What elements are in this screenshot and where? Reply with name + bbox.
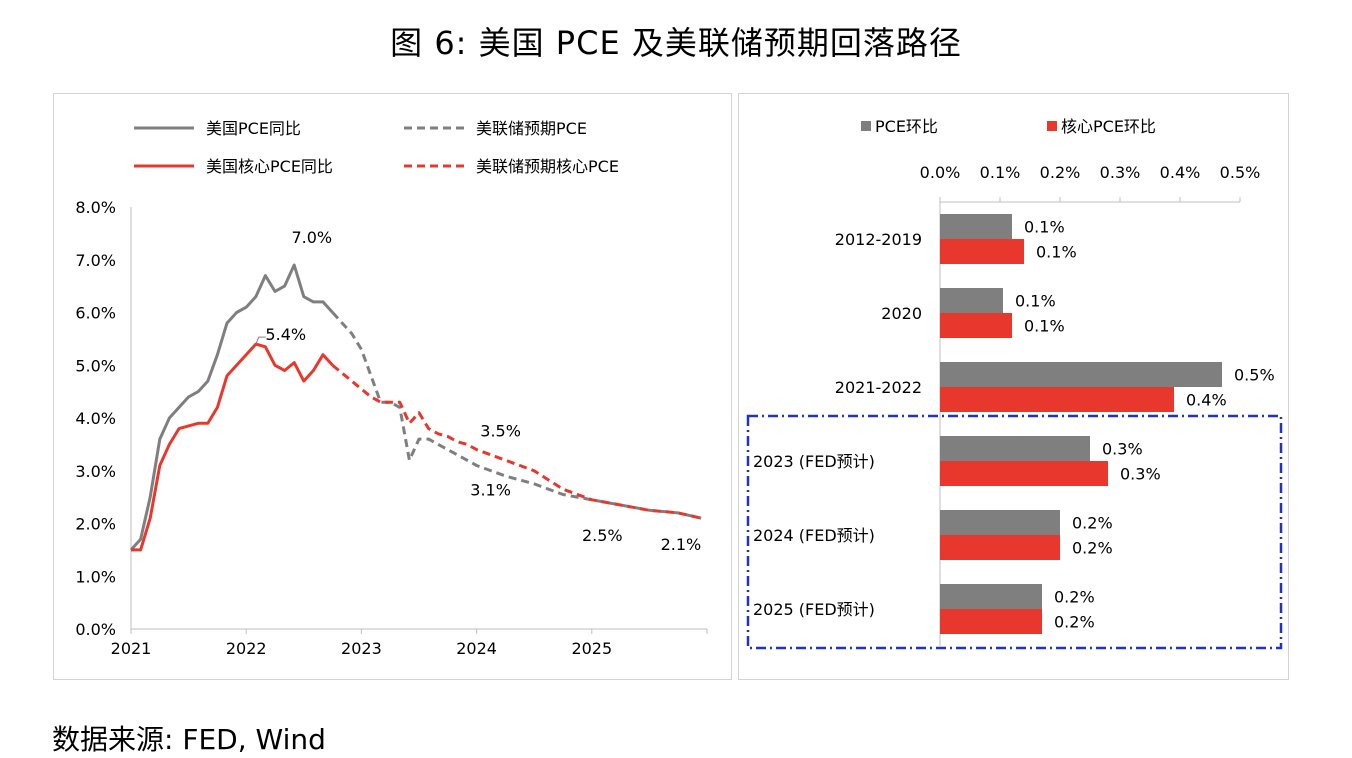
x-tick-label: 2021	[111, 639, 152, 658]
category-label: 2023 (FED预计)	[753, 452, 875, 471]
data-label: 0.1%	[1024, 317, 1065, 336]
line-chart-panel: 0.0% 1.0% 2.0% 3.0% 4.0% 5.0% 6.0% 7.0% 8.0% 2021…	[53, 93, 732, 680]
x-tick-label: 0.4%	[1160, 163, 1201, 182]
line-chart: 0.0% 1.0% 2.0% 3.0% 4.0% 5.0% 6.0% 7.0% 8.0% 2021…	[75, 119, 708, 658]
data-label: 0.1%	[1036, 243, 1077, 262]
data-label: 0.1%	[1015, 292, 1056, 311]
y-tick-label: 3.0%	[75, 462, 116, 481]
y-tick-label: 2.0%	[75, 515, 116, 534]
bar	[940, 214, 1012, 239]
category-label: 2024 (FED预计)	[753, 526, 875, 545]
data-label: 0.2%	[1072, 514, 1113, 533]
bar-chart: PCE环比 核心PCE环比 0.0% 0.1% 0.2% 0.3% 0.4% 0.5% 2012…	[746, 117, 1283, 650]
legend-label: 美联储预期PCE	[476, 119, 587, 138]
data-label: 3.5%	[480, 421, 521, 440]
x-tick-label: 0.0%	[920, 163, 961, 182]
legend-label: 美国核心PCE同比	[206, 157, 333, 176]
legend-label: 美国PCE同比	[206, 119, 301, 138]
data-label: 0.5%	[1234, 366, 1275, 385]
x-tick-label: 0.2%	[1040, 163, 1081, 182]
bar	[940, 313, 1012, 338]
bar	[940, 609, 1042, 634]
legend-label: 美联储预期核心PCE	[476, 157, 619, 176]
x-tick-label: 2024	[456, 639, 497, 658]
data-label: 0.2%	[1054, 588, 1095, 607]
y-tick-label: 5.0%	[75, 356, 116, 375]
bar	[940, 436, 1090, 461]
bar	[940, 362, 1222, 387]
bar	[940, 510, 1060, 535]
x-tick-label: 0.3%	[1100, 163, 1141, 182]
annotation-leader	[255, 336, 266, 345]
data-label: 0.3%	[1120, 465, 1161, 484]
data-label: 0.2%	[1072, 539, 1113, 558]
data-label: 5.4%	[265, 325, 306, 344]
bar-chart-panel: PCE环比 核心PCE环比 0.0% 0.1% 0.2% 0.3% 0.4% 0.5% 2012…	[738, 93, 1289, 680]
y-tick-label: 6.0%	[75, 304, 116, 323]
y-tick-label: 0.0%	[75, 620, 116, 639]
highlight-box	[746, 414, 1283, 650]
series-line	[131, 342, 334, 552]
legend-swatch	[1047, 121, 1057, 131]
series-line	[331, 311, 702, 520]
bar	[940, 535, 1060, 560]
bar	[940, 288, 1003, 313]
y-tick-label: 8.0%	[75, 198, 116, 217]
bar	[940, 239, 1024, 264]
bar	[940, 461, 1108, 486]
x-tick-label: 2022	[226, 639, 267, 658]
legend-swatch	[861, 121, 871, 131]
source-note: 数据来源: FED, Wind	[52, 723, 326, 756]
y-tick-label: 1.0%	[75, 567, 116, 586]
legend-label: PCE环比	[875, 117, 938, 136]
x-tick-label: 0.1%	[980, 163, 1021, 182]
y-tick-label: 4.0%	[75, 409, 116, 428]
bar	[940, 584, 1042, 609]
data-label: 2.5%	[582, 526, 623, 545]
series-line	[129, 263, 334, 551]
category-label: 2020	[881, 304, 922, 323]
category-label: 2021-2022	[835, 378, 922, 397]
data-label: 0.2%	[1054, 613, 1095, 632]
x-tick-label: 2023	[341, 639, 382, 658]
data-label: 0.4%	[1186, 391, 1227, 410]
legend-label: 核心PCE环比	[1061, 117, 1156, 136]
page-title: 图 6: 美国 PCE 及美联储预期回落路径	[390, 24, 962, 62]
bar	[940, 387, 1174, 412]
x-tick-label: 0.5%	[1220, 163, 1261, 182]
data-label: 0.1%	[1024, 218, 1065, 237]
series-line	[331, 364, 702, 520]
x-tick-label: 2025	[571, 639, 612, 658]
data-label: 7.0%	[291, 228, 332, 247]
data-label: 0.3%	[1102, 440, 1143, 459]
category-label: 2012-2019	[835, 230, 922, 249]
data-label: 2.1%	[661, 535, 702, 554]
category-label: 2025 (FED预计)	[753, 600, 875, 619]
y-tick-label: 7.0%	[75, 251, 116, 270]
data-label: 3.1%	[470, 480, 511, 499]
